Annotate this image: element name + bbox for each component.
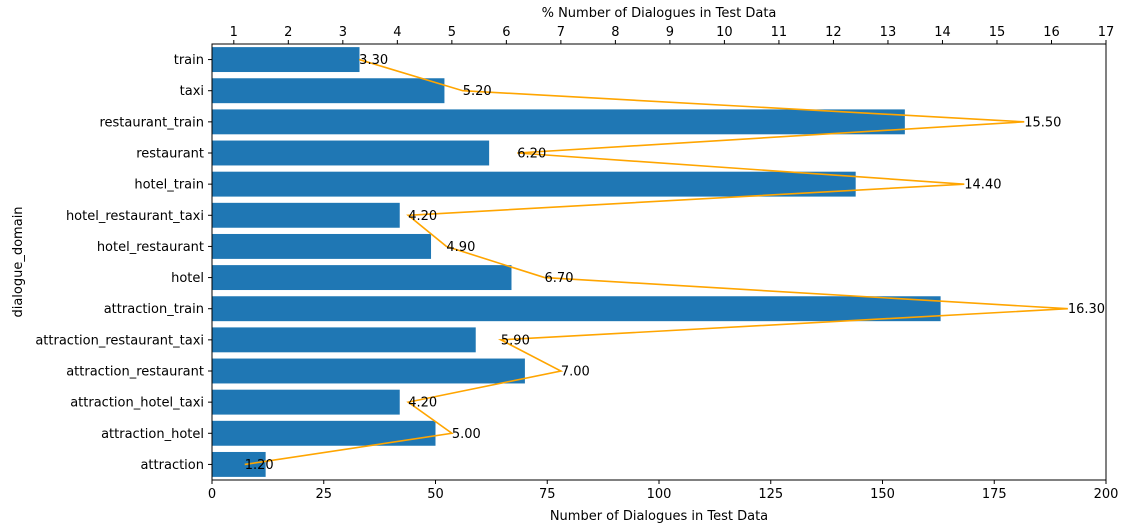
data-label: 7.00 (561, 365, 590, 380)
bar (212, 296, 941, 322)
axes-group: attraction attraction_hotel attraction_hot… (35, 25, 1118, 502)
y-tick-label: train (174, 53, 204, 68)
bar (212, 47, 360, 73)
y-axis-label: dialogue_domain (11, 206, 26, 317)
top-tick-label: 13 (880, 25, 897, 40)
top-tick-label: 5 (448, 25, 456, 40)
x-tick-label: 50 (427, 487, 444, 502)
bar (212, 265, 512, 291)
data-labels-group: 1.20 5.00 4.20 7.00 5.90 16.30 6.70 4.90 4.20 14.… (245, 53, 1105, 473)
top-tick-label: 16 (1043, 25, 1060, 40)
bar (212, 389, 400, 415)
top-tick-label: 9 (666, 25, 674, 40)
data-label: 15.50 (1024, 115, 1061, 130)
x-axis-label: Number of Dialogues in Test Data (550, 509, 768, 524)
x-tick-label: 200 (1094, 487, 1119, 502)
data-label: 6.20 (517, 147, 546, 162)
series-line (244, 58, 1068, 466)
x-tick-label: 100 (647, 487, 672, 502)
top-tick-label: 2 (284, 25, 292, 40)
data-label: 16.30 (1068, 302, 1105, 317)
data-label: 4.90 (446, 240, 475, 255)
y-tick-label: attraction_restaurant (66, 365, 204, 380)
top-tick-label: 3 (339, 25, 347, 40)
bar (212, 171, 856, 197)
data-label: 6.70 (545, 271, 574, 286)
bar (212, 78, 445, 104)
top-tick-label: 8 (611, 25, 619, 40)
data-label: 4.20 (408, 209, 437, 224)
top-tick-label: 11 (771, 25, 788, 40)
data-label: 5.90 (501, 333, 530, 348)
y-tick-label: hotel (171, 271, 204, 286)
y-tick-label: hotel_restaurant (97, 240, 204, 255)
top-tick-label: 15 (989, 25, 1006, 40)
bar (212, 109, 905, 135)
y-tick-label: restaurant (136, 147, 204, 162)
bar (212, 327, 476, 353)
x-tick-label: 25 (315, 487, 332, 502)
top-tick-label: 1 (230, 25, 238, 40)
bars-group (212, 47, 941, 477)
top-tick-label: 6 (502, 25, 510, 40)
x-tick-label: 175 (982, 487, 1007, 502)
top-tick-label: 12 (825, 25, 842, 40)
top-tick-label: 7 (557, 25, 565, 40)
bar (212, 451, 266, 477)
top-tick-label: 4 (393, 25, 401, 40)
y-tick-label: taxi (180, 84, 204, 99)
top-tick-label: 14 (934, 25, 951, 40)
data-label: 5.20 (463, 84, 492, 99)
bar (212, 140, 490, 166)
data-label: 14.40 (964, 178, 1001, 193)
top-tick-label: 17 (1098, 25, 1115, 40)
top-tick-label: 10 (716, 25, 733, 40)
y-tick-label: attraction_hotel (101, 427, 204, 442)
y-tick-label: attraction (140, 458, 204, 473)
bar (212, 202, 400, 228)
y-tick-label: hotel_train (134, 178, 204, 193)
top-axis-label: % Number of Dialogues in Test Data (542, 6, 777, 21)
y-tick-label: restaurant_train (99, 115, 204, 130)
y-tick-label: attraction_restaurant_taxi (35, 333, 204, 348)
bar (212, 420, 436, 446)
bar (212, 358, 525, 384)
x-tick-label: 75 (539, 487, 556, 502)
x-tick-label: 0 (208, 487, 216, 502)
data-label: 4.20 (408, 396, 437, 411)
y-tick-label: attraction_train (104, 302, 204, 317)
data-label: 1.20 (245, 458, 274, 473)
data-label: 3.30 (359, 53, 388, 68)
line-group (244, 58, 1068, 466)
bar (212, 233, 432, 259)
data-label: 5.00 (452, 427, 481, 442)
x-tick-label: 125 (758, 487, 783, 502)
x-tick-label: 150 (870, 487, 895, 502)
y-tick-label: attraction_hotel_taxi (70, 396, 204, 411)
y-tick-label: hotel_restaurant_taxi (66, 209, 204, 224)
